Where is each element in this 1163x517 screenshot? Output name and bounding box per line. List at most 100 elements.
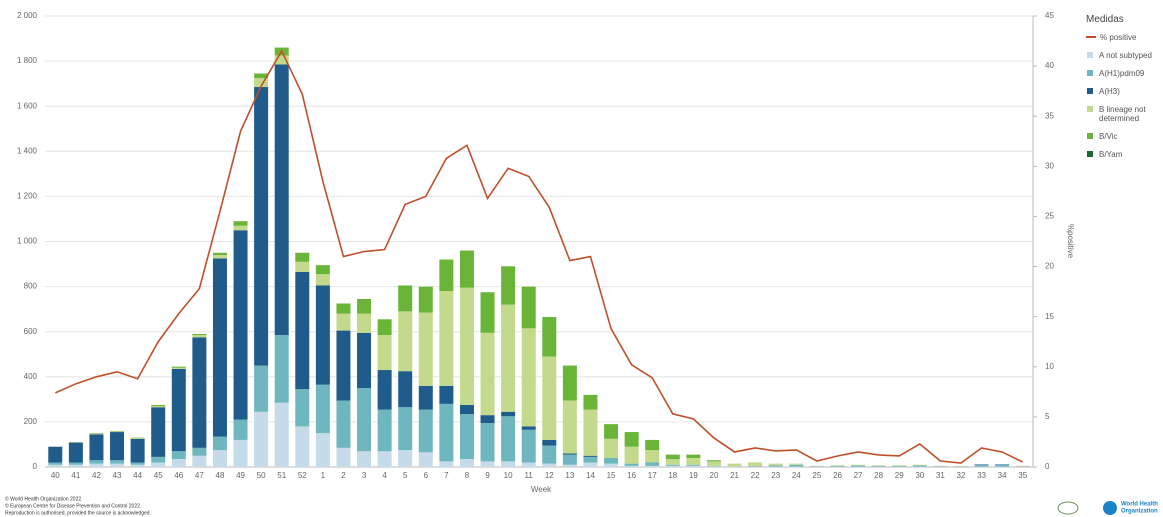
- bar-segment: [171, 459, 186, 467]
- bar-segment: [274, 55, 289, 65]
- grid: [45, 15, 1033, 468]
- bar-segment: [336, 313, 351, 331]
- x-tick-label: 31: [936, 471, 945, 480]
- y-tick-label: 0: [33, 462, 38, 471]
- bar-segment: [851, 465, 866, 467]
- y2-tick-label: 0: [1045, 462, 1050, 471]
- bar-segment: [459, 287, 474, 405]
- x-tick-label: 10: [504, 471, 513, 480]
- x-tick-label: 18: [668, 471, 677, 480]
- bar-segment: [418, 409, 433, 453]
- y2-tick-label: 20: [1045, 262, 1054, 271]
- x-tick-label: 30: [915, 471, 924, 480]
- y-tick-label: 400: [24, 372, 38, 381]
- bar-segment: [418, 385, 433, 410]
- bar-segment: [892, 465, 907, 467]
- bar-segment: [686, 465, 701, 467]
- legend-swatch: [1087, 133, 1093, 139]
- who-emblem: [1103, 501, 1117, 515]
- bar-segment: [130, 438, 145, 439]
- legend-entry: A(H3): [1086, 87, 1158, 96]
- bar-segment: [624, 446, 639, 464]
- bar-segment: [274, 64, 289, 336]
- bar-segment: [377, 319, 392, 336]
- x-axis-label: Week: [531, 485, 552, 494]
- bar-segment: [562, 464, 577, 467]
- legend-label: A(H3): [1099, 87, 1120, 96]
- x-tick-label: 35: [1018, 471, 1027, 480]
- bar-segment: [995, 464, 1010, 467]
- y2-tick-label: 25: [1045, 212, 1054, 221]
- bar-segment: [357, 451, 372, 467]
- bar-segment: [315, 265, 330, 275]
- bar-segment: [89, 434, 104, 461]
- bar-segment: [192, 333, 207, 336]
- bar-segment: [171, 366, 186, 368]
- bar-segment: [480, 415, 495, 424]
- bar-segment: [336, 400, 351, 448]
- x-tick-label: 15: [607, 471, 616, 480]
- bar-segment: [501, 304, 516, 412]
- bar-segment: [624, 463, 639, 466]
- bar-segment: [418, 312, 433, 386]
- x-tick-label: 29: [895, 471, 904, 480]
- x-tick-label: 46: [174, 471, 183, 480]
- bar-segment: [583, 462, 598, 467]
- x-tick-label: 49: [236, 471, 245, 480]
- bar-segment: [604, 463, 619, 467]
- bar-segment: [171, 368, 186, 452]
- y2-tick-label: 30: [1045, 161, 1054, 170]
- bar-segment: [542, 439, 557, 446]
- x-tick-label: 25: [812, 471, 821, 480]
- bar-segment: [212, 252, 227, 256]
- bar-segment: [48, 446, 63, 463]
- x-tick-label: 16: [627, 471, 636, 480]
- bar-segment: [233, 225, 248, 231]
- x-tick-label: 1: [321, 471, 326, 480]
- bar-segment: [398, 311, 413, 372]
- bar-segment: [212, 450, 227, 467]
- bar-segment: [130, 464, 145, 467]
- bar-segment: [789, 464, 804, 467]
- bar-segment: [562, 365, 577, 401]
- bar-segment: [130, 462, 145, 465]
- bar-segment: [830, 465, 845, 467]
- x-tick-label: 34: [998, 471, 1007, 480]
- legend-label: B/Yam: [1099, 150, 1123, 159]
- bar-segment: [192, 335, 207, 338]
- bar-segment: [151, 456, 166, 463]
- y2-tick-label: 15: [1045, 312, 1054, 321]
- x-tick-label: 52: [298, 471, 307, 480]
- x-tick-label: 14: [586, 471, 595, 480]
- bar-segment: [645, 462, 660, 466]
- bar-segment: [665, 464, 680, 466]
- bar-segment: [233, 439, 248, 467]
- bar-segment: [706, 461, 721, 466]
- x-tick-label: 42: [92, 471, 101, 480]
- bar-segment: [377, 335, 392, 371]
- x-tick-label: 27: [854, 471, 863, 480]
- y-tick-label: 2 000: [17, 11, 38, 20]
- y2-tick-label: 40: [1045, 61, 1054, 70]
- logo-text: Organization: [1121, 509, 1158, 515]
- bar-segment: [768, 463, 783, 466]
- bar-segment: [604, 424, 619, 439]
- legend-swatch: [1086, 36, 1096, 38]
- bar-segment: [254, 87, 269, 366]
- bar-segment: [233, 230, 248, 420]
- bar-segment: [295, 271, 310, 390]
- bar-segment: [151, 406, 166, 408]
- bar-segment: [851, 464, 866, 466]
- x-tick-label: 19: [689, 471, 698, 480]
- bar-segment: [336, 330, 351, 401]
- bar-segment: [130, 438, 145, 463]
- bar-segment: [542, 317, 557, 357]
- bar-segment: [871, 465, 886, 467]
- bar-segment: [171, 451, 186, 460]
- x-tick-label: 7: [444, 471, 449, 480]
- y-tick-label: 1 000: [17, 237, 38, 246]
- bar-segment: [501, 266, 516, 305]
- bar-segment: [604, 457, 619, 464]
- bar-segment: [459, 414, 474, 460]
